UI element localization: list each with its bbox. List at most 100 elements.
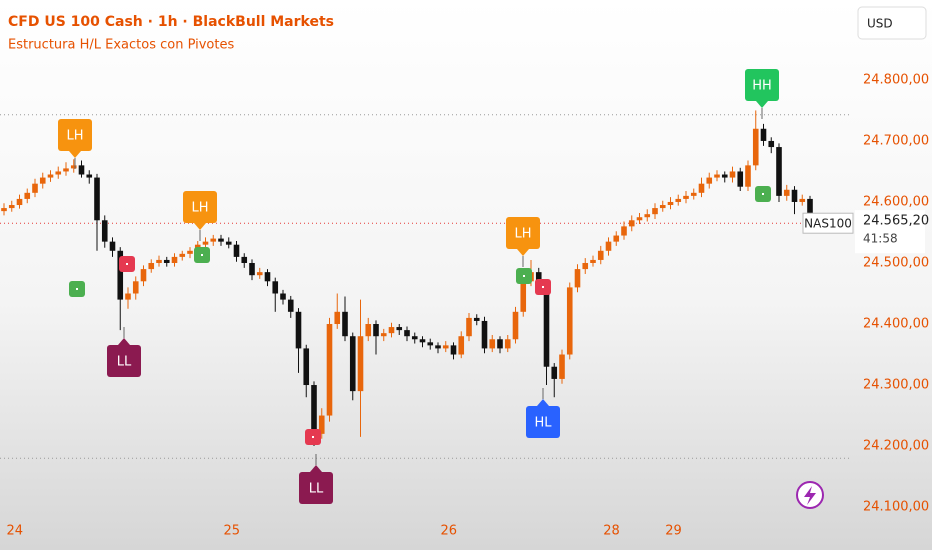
countdown: 41:58 <box>863 232 898 246</box>
pivot-dot <box>762 193 764 195</box>
y-tick-label: 24.800,00 <box>863 72 929 87</box>
candle-body <box>706 177 713 184</box>
candle-body <box>233 244 240 257</box>
candle-body <box>47 174 54 178</box>
pivot-tag-label: HH <box>752 79 772 94</box>
candle-body <box>652 208 658 215</box>
pivot-dot <box>126 263 128 265</box>
candle-body <box>520 281 527 312</box>
candle-body <box>241 256 248 263</box>
candle-body <box>264 272 271 282</box>
candle-body <box>791 189 798 202</box>
x-tick-label: 28 <box>603 524 620 539</box>
candle-body <box>109 241 116 251</box>
candle-body <box>156 259 162 263</box>
pivot-tag <box>107 345 141 377</box>
candle-body <box>752 128 759 166</box>
candle-body <box>187 250 193 254</box>
candle-body <box>179 253 186 257</box>
candle-body <box>644 214 651 218</box>
lightning <box>804 486 816 505</box>
candle-body <box>225 241 232 245</box>
pivot-dot <box>523 275 525 277</box>
candle-body <box>404 330 410 337</box>
candle-body <box>683 195 689 199</box>
candle-body <box>24 192 31 199</box>
pivot-dot <box>542 286 544 288</box>
y-tick-label: 24.100,00 <box>863 500 929 515</box>
candle-body <box>78 165 85 175</box>
candle-body <box>411 336 418 340</box>
pivot-tag-pointer <box>756 101 768 108</box>
currency: USD <box>867 17 893 31</box>
candle-body <box>380 333 387 337</box>
y-tick-label: 24.200,00 <box>863 439 929 454</box>
currency-button[interactable] <box>857 6 927 40</box>
candle-body <box>210 238 217 242</box>
y-tick-label: 24.500,00 <box>863 255 929 270</box>
candle-body <box>55 171 62 175</box>
candle-body <box>117 250 124 300</box>
candle-body <box>807 198 813 224</box>
candle-body <box>1 208 7 212</box>
chart-subtitle: Estructura H/L Exactos con Pivotes <box>8 38 234 53</box>
candle-body <box>473 317 480 321</box>
pivot-tag <box>745 69 779 101</box>
candle-body <box>690 192 697 196</box>
candle-body <box>497 339 503 349</box>
candle-body <box>249 262 255 276</box>
symbol-box <box>802 212 854 234</box>
candle-body <box>16 198 23 206</box>
candle-body <box>458 336 465 355</box>
pivot-tag-pointer <box>118 338 130 345</box>
pivot-tag <box>58 119 92 151</box>
pivot-tag-pointer <box>517 249 529 256</box>
candle-body <box>481 320 488 349</box>
candle-body <box>504 339 511 349</box>
candle-body <box>101 220 108 242</box>
candle-body <box>256 272 263 276</box>
pivot-tag-pointer <box>194 223 206 230</box>
pivot-tag-pointer <box>310 465 322 472</box>
x-tick-label: 29 <box>665 524 682 539</box>
candle-body <box>295 311 302 349</box>
x-tick-label: 26 <box>440 524 457 539</box>
candle-body <box>171 256 178 263</box>
candle-body <box>582 262 589 270</box>
candle-body <box>675 198 682 202</box>
candle-body <box>776 147 782 196</box>
price-box <box>855 210 925 254</box>
pivot-tag-label: LL <box>309 482 324 497</box>
candle-body <box>388 327 395 334</box>
pivot-dot <box>201 254 203 256</box>
candle-body <box>489 339 496 349</box>
candle-body <box>628 220 635 227</box>
candle-body <box>621 226 627 236</box>
pivot-tag <box>183 191 217 223</box>
candle-body <box>218 238 224 242</box>
candle-body <box>590 259 596 263</box>
candle-body <box>597 250 604 260</box>
candle-body <box>551 366 558 379</box>
chart-title: CFD US 100 Cash · 1h · BlackBull Markets <box>8 14 334 30</box>
candle-body <box>334 311 341 325</box>
candle-body <box>287 299 294 312</box>
candle-body <box>70 165 77 169</box>
candle-body <box>737 171 744 187</box>
y-tick-label: 24.300,00 <box>863 378 929 393</box>
last-price-label: 24.565,20 <box>863 214 929 229</box>
candle-body <box>8 205 15 209</box>
candle-body <box>729 171 736 178</box>
candle-body <box>512 311 519 340</box>
candle-body <box>373 324 379 337</box>
candle-body <box>714 174 720 178</box>
candle-body <box>760 128 767 141</box>
candle-body <box>396 327 403 331</box>
candle-body <box>721 174 728 178</box>
candle-body <box>605 241 612 251</box>
candle-body <box>559 354 565 379</box>
pivot-dot <box>76 288 78 290</box>
candle-body <box>357 336 364 392</box>
